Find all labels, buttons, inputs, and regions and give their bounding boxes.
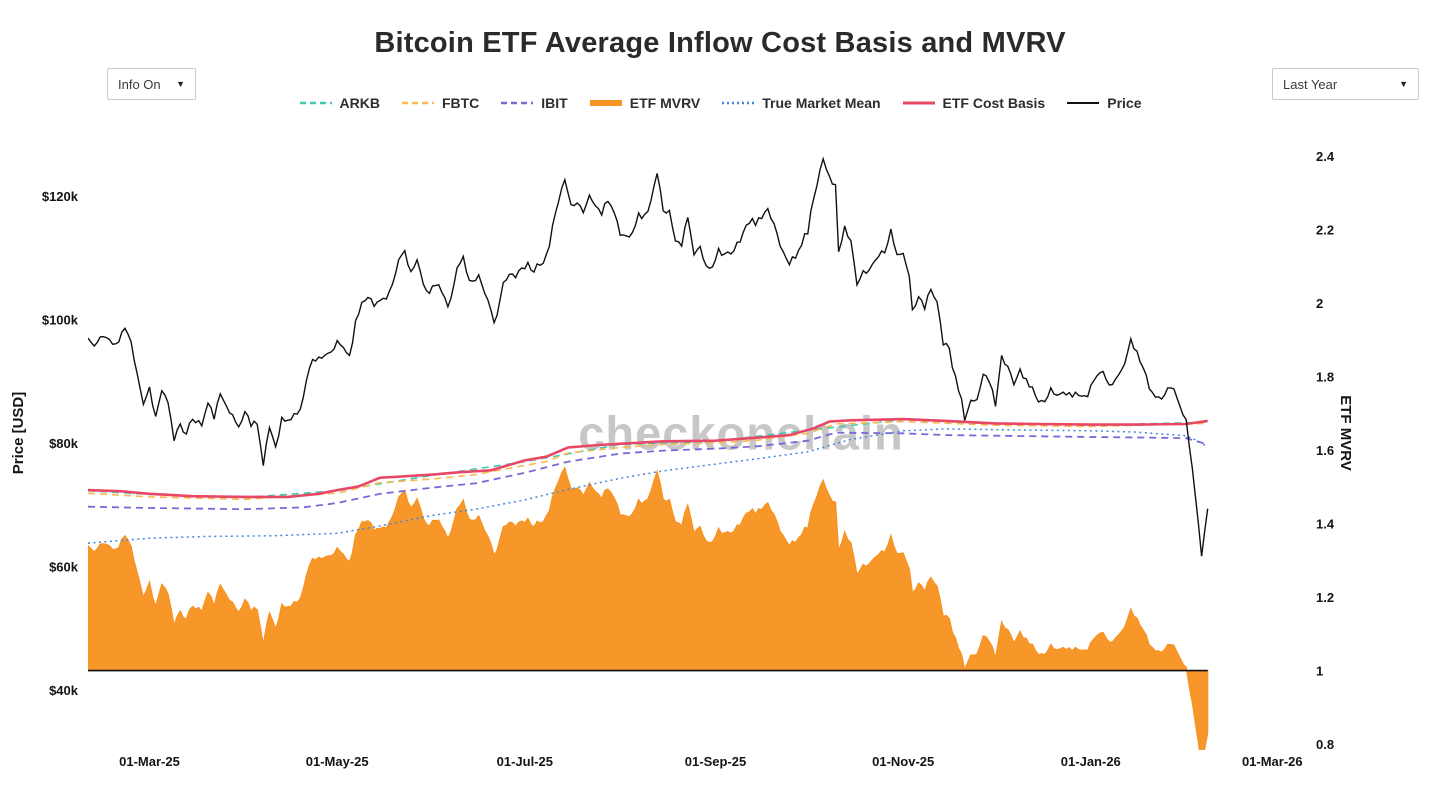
legend-swatch-price bbox=[1067, 102, 1100, 104]
legend-item-etf-mvrv[interactable]: ETF MVRV bbox=[589, 95, 701, 111]
legend-swatch-ibit bbox=[501, 101, 534, 105]
legend-label-etf-mvrv: ETF MVRV bbox=[629, 95, 701, 111]
price-tick-label: $80k bbox=[49, 436, 79, 451]
x-tick-label: 01-Sep-25 bbox=[685, 754, 746, 769]
fbtc-line bbox=[88, 420, 1208, 501]
legend-item-fbtc[interactable]: FBTC bbox=[401, 95, 479, 111]
caret-down-icon: ▼ bbox=[1399, 79, 1408, 89]
legend-label-arkb: ARKB bbox=[339, 95, 380, 111]
x-tick-label: 01-Mar-25 bbox=[119, 754, 180, 769]
legend: ARKB FBTC IBIT ETF MVRV True Market Mean ETF … bbox=[0, 95, 1440, 111]
mvrv-tick-label: 1.4 bbox=[1316, 517, 1335, 532]
mvrv-tick-label: 2.4 bbox=[1316, 149, 1335, 164]
mvrv-tick-label: 0.8 bbox=[1316, 737, 1334, 752]
mvrv-tick-label: 2.2 bbox=[1316, 222, 1334, 237]
mvrv-tick-label: 1.8 bbox=[1316, 369, 1334, 384]
x-tick-label: 01-Mar-26 bbox=[1242, 754, 1303, 769]
price-tick-label: $100k bbox=[42, 313, 79, 328]
info-dropdown[interactable]: Info On ▼ bbox=[107, 68, 196, 100]
true-market-mean-line bbox=[88, 428, 1209, 544]
legend-swatch-arkb bbox=[299, 101, 332, 105]
price-axis-title: Price [USD] bbox=[10, 392, 27, 475]
mvrv-tick-label: 1.6 bbox=[1316, 443, 1334, 458]
mvrv-tick-label: 2 bbox=[1316, 296, 1323, 311]
legend-item-arkb[interactable]: ARKB bbox=[299, 95, 380, 111]
timeframe-dropdown-label: Last Year bbox=[1283, 76, 1338, 92]
mvrv-axis-title: ETF MVRV bbox=[1337, 395, 1354, 471]
x-tick-label: 01-May-25 bbox=[306, 754, 369, 769]
chart-title: Bitcoin ETF Average Inflow Cost Basis an… bbox=[374, 27, 1066, 59]
legend-label-etf-cost-basis: ETF Cost Basis bbox=[942, 95, 1046, 111]
legend-item-etf-cost-basis[interactable]: ETF Cost Basis bbox=[902, 95, 1046, 111]
watermark: checkonchain bbox=[578, 406, 903, 461]
legend-label-fbtc: FBTC bbox=[441, 95, 480, 111]
ibit-line bbox=[88, 431, 1208, 511]
legend-label-ibit: IBIT bbox=[541, 95, 568, 111]
timeframe-dropdown[interactable]: Last Year ▼ bbox=[1272, 68, 1419, 100]
info-dropdown-label: Info On bbox=[118, 76, 161, 92]
x-tick-label: 01-Jan-26 bbox=[1061, 754, 1121, 769]
legend-label-price: Price bbox=[1107, 95, 1142, 111]
mvrv-tick-label: 1 bbox=[1316, 664, 1323, 679]
etf-cost-basis-line bbox=[88, 417, 1208, 499]
legend-swatch-etf-mvrv bbox=[589, 100, 622, 106]
price-line bbox=[88, 156, 1209, 557]
legend-swatch-etf-cost-basis bbox=[902, 101, 935, 105]
price-tick-label: $120k bbox=[42, 189, 79, 204]
legend-item-true-market-mean[interactable]: True Market Mean bbox=[721, 95, 881, 111]
legend-swatch-fbtc bbox=[401, 101, 434, 105]
legend-item-ibit[interactable]: IBIT bbox=[500, 95, 568, 111]
legend-item-price[interactable]: Price bbox=[1066, 95, 1141, 111]
legend-swatch-true-market-mean bbox=[722, 101, 755, 105]
price-tick-label: $40k bbox=[49, 683, 79, 698]
price-tick-label: $60k bbox=[49, 560, 79, 575]
mvrv-tick-label: 1.2 bbox=[1316, 590, 1334, 605]
etf-mvrv-area bbox=[88, 466, 1209, 750]
caret-down-icon: ▼ bbox=[176, 79, 185, 89]
x-tick-label: 01-Nov-25 bbox=[872, 754, 934, 769]
legend-label-true-market-mean: True Market Mean bbox=[762, 95, 881, 111]
x-tick-label: 01-Jul-25 bbox=[497, 754, 553, 769]
